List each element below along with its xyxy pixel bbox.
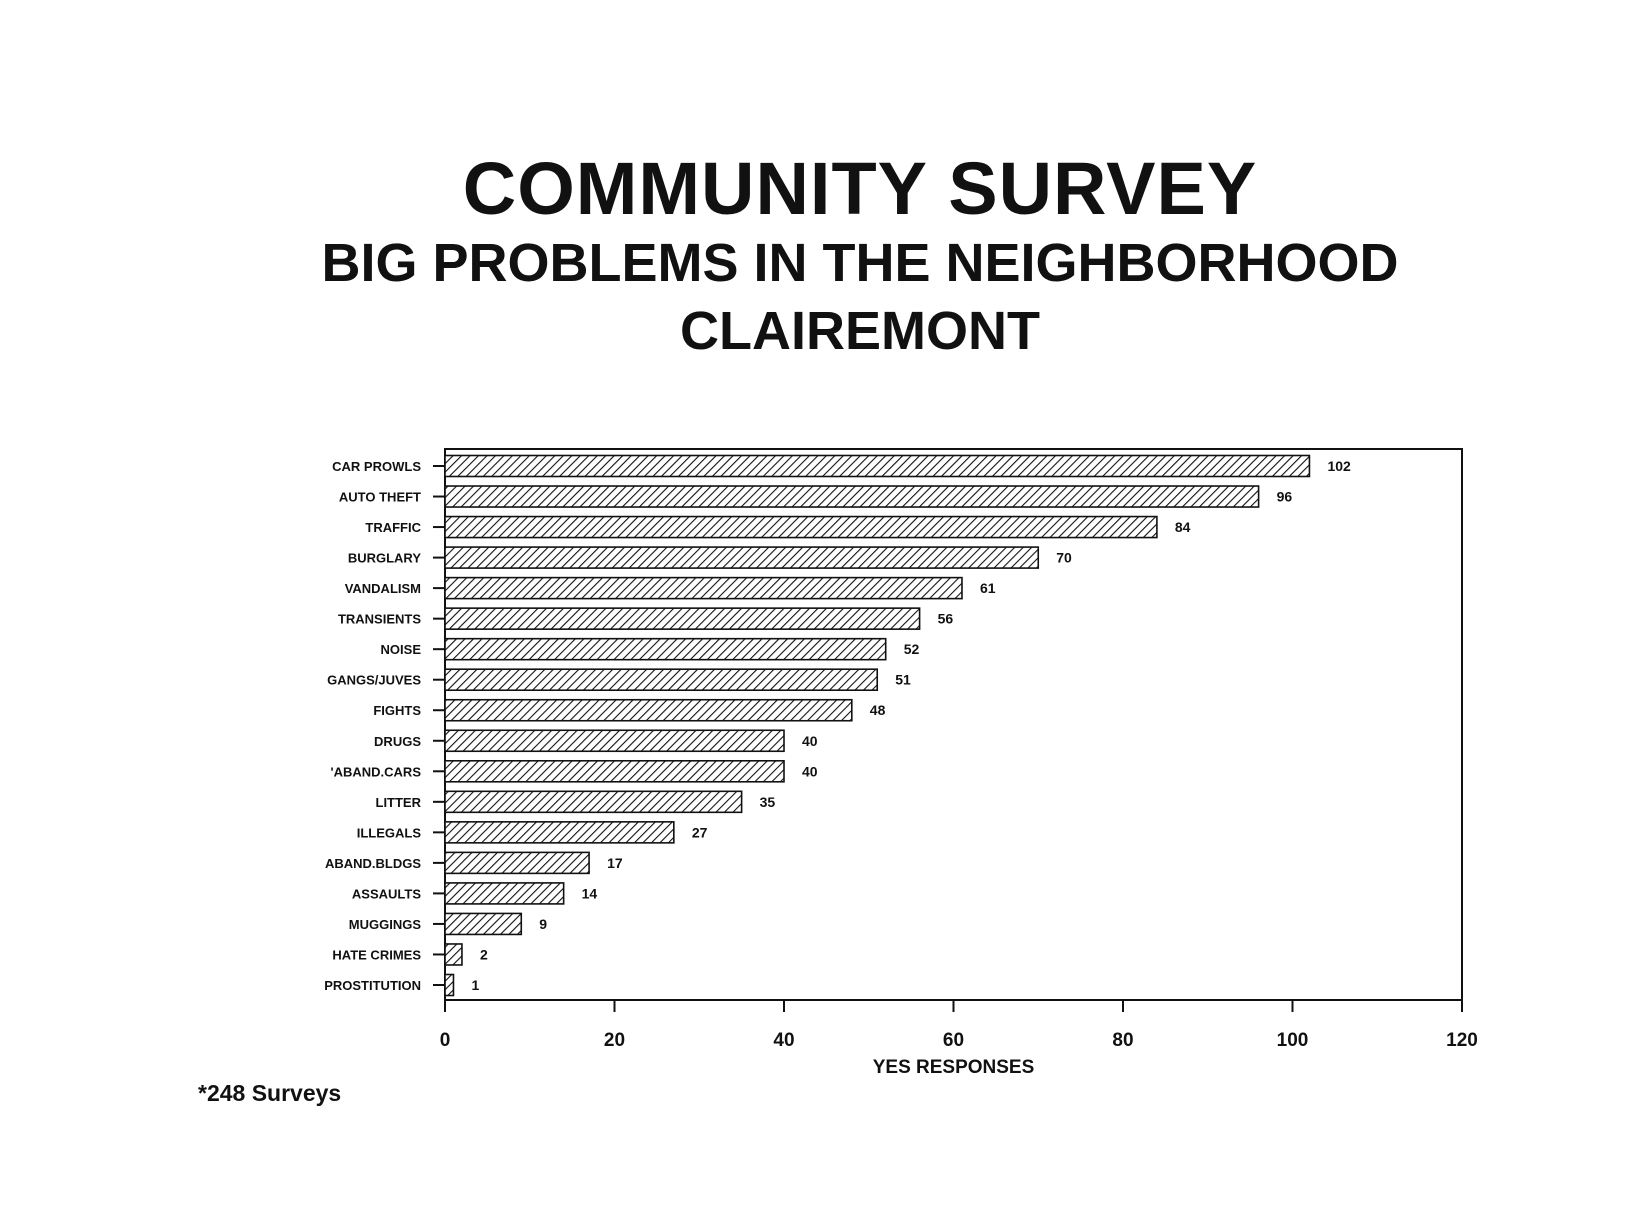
value-label: 40 (802, 733, 818, 749)
value-label: 2 (480, 946, 488, 962)
bar (444, 668, 879, 692)
value-label: 61 (980, 580, 996, 596)
value-label: 48 (870, 702, 886, 718)
category-label: VANDALISM (345, 581, 421, 596)
category-label: PROSTITUTION (324, 978, 421, 993)
bar (444, 821, 675, 844)
category-label: ABAND.BLDGS (325, 856, 421, 871)
value-label: 14 (582, 885, 598, 901)
category-label: ILLEGALS (357, 825, 422, 840)
category-label: TRANSIENTS (338, 612, 421, 627)
bar (444, 790, 743, 814)
chart-location: CLAIREMONT (680, 301, 1040, 361)
value-label: 35 (760, 794, 776, 810)
x-tick-label: 80 (1112, 1030, 1133, 1051)
category-label: AUTO THEFT (339, 490, 421, 505)
bar (444, 973, 455, 997)
category-label: GANGS/JUVES (327, 673, 421, 688)
value-label: 70 (1056, 550, 1072, 566)
x-axis-title: YES RESPONSES (873, 1057, 1035, 1078)
bar (444, 576, 963, 600)
bar (444, 851, 590, 875)
category-label: DRUGS (374, 734, 421, 749)
x-tick-label: 20 (604, 1030, 625, 1051)
bar (444, 943, 463, 966)
bars: CAR PROWLS 102 AUTO THEFT 96 TRAFFIC 84 BURGLA… (324, 454, 1351, 997)
value-label: 102 (1327, 458, 1351, 474)
footnote: *248 Surveys (198, 1080, 342, 1106)
chart-title: COMMUNITY SURVEY (462, 147, 1258, 230)
category-label: FIGHTS (373, 703, 421, 718)
category-label: MUGGINGS (349, 917, 422, 932)
category-label: CAR PROWLS (332, 459, 421, 474)
bar (444, 637, 887, 661)
bar (444, 485, 1260, 508)
x-tick-label: 60 (943, 1030, 964, 1051)
bar (444, 515, 1158, 539)
category-label: TRAFFIC (365, 520, 421, 535)
x-tick-label: 0 (440, 1030, 451, 1051)
x-axis: 0 20 40 60 80 100 120 (440, 1000, 1478, 1051)
bar (444, 698, 853, 722)
value-label: 56 (938, 611, 954, 627)
value-label: 40 (802, 763, 818, 779)
value-label: 96 (1277, 489, 1293, 505)
category-label: ASSAULTS (352, 886, 421, 901)
category-label: LITTER (376, 795, 422, 810)
x-tick-label: 100 (1277, 1030, 1309, 1051)
value-label: 17 (607, 855, 623, 871)
x-tick-label: 40 (773, 1030, 794, 1051)
value-label: 51 (895, 672, 911, 688)
value-label: 52 (904, 641, 920, 657)
bar (444, 912, 523, 936)
category-label: HATE CRIMES (332, 947, 421, 962)
value-label: 9 (539, 916, 547, 932)
bar (444, 882, 565, 905)
category-label: BURGLARY (348, 551, 422, 566)
bar (444, 759, 785, 783)
category-label: NOISE (381, 642, 422, 657)
bar (444, 729, 785, 753)
value-label: 84 (1175, 519, 1191, 535)
bar (444, 454, 1311, 478)
x-tick-label: 120 (1446, 1030, 1478, 1051)
chart-subtitle: BIG PROBLEMS IN THE NEIGHBORHOOD (321, 233, 1399, 293)
bar (444, 607, 921, 630)
value-label: 27 (692, 824, 708, 840)
value-label: 1 (471, 977, 479, 993)
category-label: 'ABAND.CARS (331, 764, 422, 779)
bar (444, 546, 1040, 569)
